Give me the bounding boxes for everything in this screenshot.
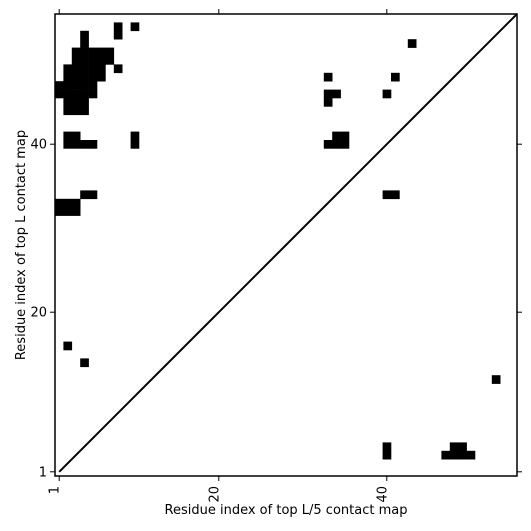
contact-cell <box>63 341 73 351</box>
contact-cell <box>88 89 98 99</box>
contact-cell <box>88 190 98 200</box>
contact-cell <box>71 81 81 90</box>
contact-cell <box>71 72 81 82</box>
contact-cell <box>97 47 106 57</box>
contact-cell <box>323 89 333 99</box>
contact-cell <box>71 207 81 216</box>
contact-cell <box>130 131 140 141</box>
contact-cell <box>80 39 89 48</box>
contact-cell <box>71 89 81 99</box>
contact-cell <box>63 106 73 116</box>
contact-cell <box>71 106 81 116</box>
contact-cell <box>449 442 459 452</box>
contact-cell <box>63 89 73 99</box>
contact-cell <box>323 72 333 82</box>
contact-cell <box>88 140 98 149</box>
contact-cell <box>382 89 392 99</box>
contact-cell <box>458 442 467 452</box>
contact-cell <box>55 207 64 216</box>
plot-frame <box>54 13 518 477</box>
contact-cell <box>97 72 106 82</box>
y-tick-label: 1 <box>39 465 47 480</box>
contact-cell <box>113 22 123 32</box>
contact-cell <box>340 140 350 149</box>
contact-cell <box>55 81 64 90</box>
y-axis-label: Residue index of top L contact map <box>14 130 29 360</box>
contact-cell <box>80 81 89 90</box>
contact-cell <box>63 140 73 149</box>
contact-cell <box>80 140 89 149</box>
contact-cell <box>491 375 501 384</box>
contact-cell <box>130 140 140 149</box>
contact-cell <box>63 81 73 90</box>
contact-cell <box>88 47 98 57</box>
contact-cell <box>80 89 89 99</box>
contact-cell <box>449 450 459 460</box>
x-axis-label: Residue index of top L/5 contact map <box>165 503 408 518</box>
contact-cell <box>63 198 73 208</box>
contact-cell <box>71 198 81 208</box>
contact-cell <box>63 207 73 216</box>
contact-cell <box>466 450 476 460</box>
contact-cell <box>97 56 106 65</box>
contact-cell <box>340 131 350 141</box>
contact-cell <box>63 98 73 107</box>
contact-cell <box>441 450 451 460</box>
x-tick-label: 1 <box>48 486 63 494</box>
contact-cell <box>332 140 341 149</box>
contact-cells <box>55 22 501 460</box>
contact-cell <box>105 56 115 65</box>
contact-cell <box>80 56 89 65</box>
contact-cell <box>332 131 341 141</box>
contact-cell <box>71 64 81 74</box>
contact-cell <box>323 98 333 107</box>
diagonal-line <box>58 13 518 473</box>
contact-cell <box>80 47 89 57</box>
contact-cell <box>71 140 81 149</box>
contact-cell <box>80 72 89 82</box>
x-tick-label: 40 <box>375 486 390 503</box>
contact-cell <box>80 358 89 368</box>
contact-cell <box>80 64 89 74</box>
contact-cell <box>97 64 106 74</box>
contact-cell <box>458 450 467 460</box>
y-tick-label: 20 <box>30 306 47 321</box>
contact-cell <box>63 64 73 74</box>
contact-cell <box>80 190 89 200</box>
contact-cell <box>71 47 81 57</box>
contact-cell <box>71 56 81 65</box>
contact-cell <box>391 72 400 82</box>
axis-ticks: 1 20 40 1 20 40 <box>30 9 522 503</box>
contact-cell <box>63 72 73 82</box>
contact-cell <box>71 131 81 141</box>
contact-cell <box>88 81 98 90</box>
contact-cell <box>80 30 89 40</box>
contact-cell <box>63 131 73 141</box>
contact-cell <box>113 64 123 74</box>
contact-cell <box>130 22 140 32</box>
contact-cell <box>407 39 417 48</box>
contact-cell <box>332 89 341 99</box>
contact-cell <box>323 140 333 149</box>
contact-cell <box>55 89 64 99</box>
contact-cell <box>71 98 81 107</box>
contact-cell <box>88 72 98 82</box>
contact-cell <box>391 190 400 200</box>
contact-cell <box>55 198 64 208</box>
contact-cell <box>88 64 98 74</box>
contact-cell <box>382 450 392 460</box>
x-tick-label: 20 <box>207 486 222 503</box>
contact-cell <box>88 56 98 65</box>
contact-cell <box>80 98 89 107</box>
contact-cell <box>105 47 115 57</box>
contact-cell <box>382 190 392 200</box>
contact-cell <box>382 442 392 452</box>
y-tick-label: 40 <box>30 138 47 153</box>
contact-cell <box>113 30 123 40</box>
contact-cell <box>80 106 89 116</box>
